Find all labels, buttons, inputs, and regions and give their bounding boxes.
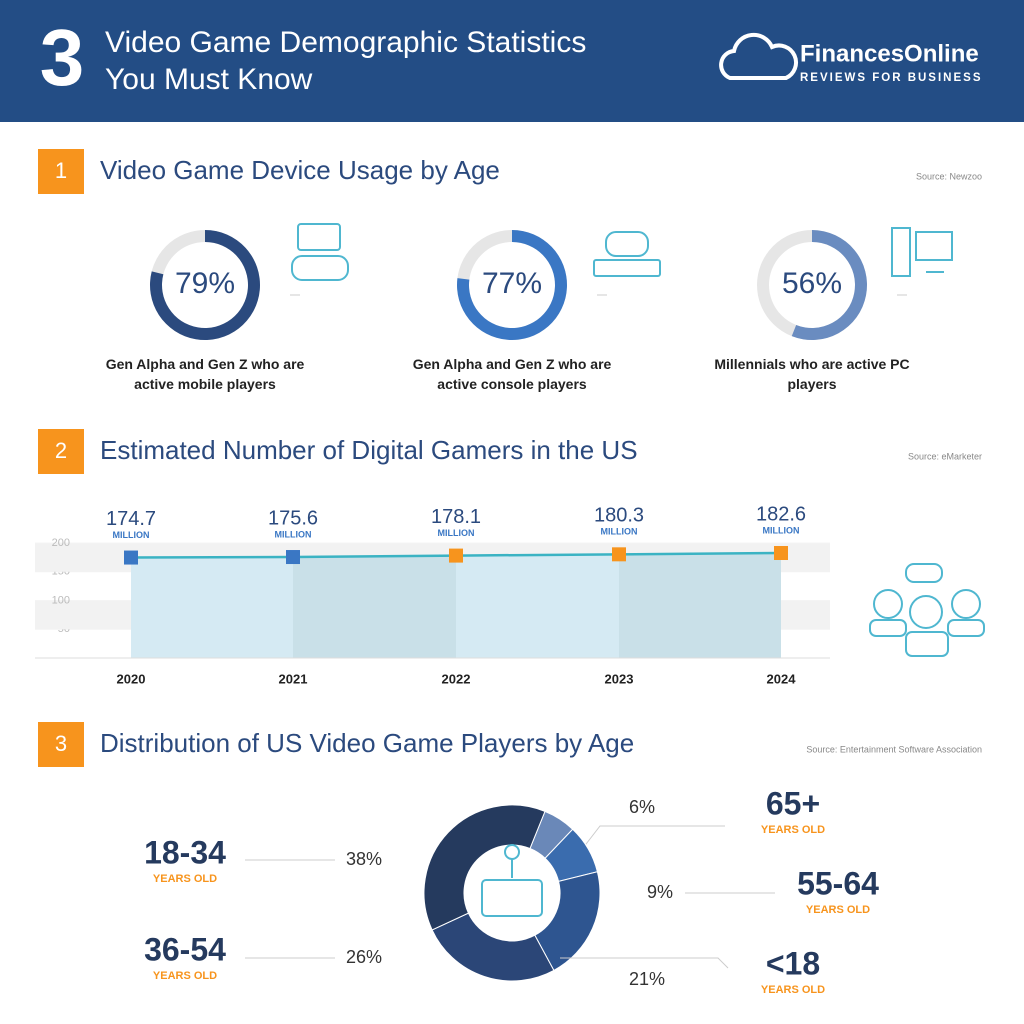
value-label: 178.1: [431, 506, 481, 528]
point: [286, 550, 300, 565]
area: [131, 557, 293, 658]
unit-label: MILLION: [113, 530, 150, 540]
brand: FinancesOnline: [800, 40, 979, 67]
age-unit: YEARS OLD: [761, 824, 825, 836]
point: [449, 548, 463, 563]
slice-percent: 26%: [346, 947, 382, 967]
ring-caption: Gen Alpha and Gen Z who are active mobil…: [105, 356, 305, 392]
x-tick-label: 2020: [117, 671, 146, 686]
age-group: <18: [766, 945, 820, 981]
unit-label: MILLION: [275, 529, 312, 539]
section-number: 2: [55, 438, 67, 463]
y-tick-label: 100: [52, 594, 70, 606]
section-number: 3: [55, 731, 67, 756]
slice-percent: 9%: [647, 882, 673, 902]
x-tick-label: 2024: [767, 671, 797, 686]
tagline: REVIEWS FOR BUSINESS: [800, 72, 983, 84]
header-title: Video Game Demographic Statistics: [105, 26, 586, 59]
section-title: Video Game Device Usage by Age: [100, 155, 500, 185]
age-group: 18-34: [144, 834, 226, 870]
ring-caption: Gen Alpha and Gen Z who are active conso…: [412, 356, 612, 392]
source: Source: eMarketer: [908, 451, 982, 461]
header-band: [0, 0, 1024, 122]
age-unit: YEARS OLD: [761, 984, 825, 996]
section-title: Distribution of US Video Game Players by…: [100, 728, 634, 758]
logo-icon: [719, 32, 798, 80]
age-group: 36-54: [144, 931, 226, 967]
unit-label: MILLION: [763, 525, 800, 535]
ring-arc: [791, 230, 867, 340]
icons: [291, 223, 985, 917]
slice-percent: 38%: [346, 849, 382, 869]
age-unit: YEARS OLD: [806, 904, 870, 916]
x-tick-label: 2021: [279, 671, 308, 686]
point: [774, 546, 788, 561]
section-badge: [38, 149, 84, 194]
section-badge: [38, 722, 84, 767]
value-label: 182.6: [756, 503, 806, 525]
ring-value: 77%: [482, 267, 542, 300]
x-tick-label: 2023: [605, 671, 634, 686]
header-title: You Must Know: [105, 63, 313, 96]
age-group: 55-64: [797, 865, 879, 901]
ring-caption: Millennials who are active PC players: [714, 356, 910, 392]
area: [293, 555, 456, 658]
point: [124, 550, 138, 565]
value-label: 180.3: [594, 505, 644, 527]
value-label: 175.6: [268, 507, 318, 529]
y-tick-label: 200: [52, 537, 70, 549]
point: [612, 547, 626, 562]
unit-label: MILLION: [438, 528, 475, 538]
section-title: Estimated Number of Digital Gamers in th…: [100, 435, 638, 465]
slice-percent: 6%: [629, 797, 655, 817]
source: Source: Newzoo: [916, 171, 982, 181]
unit-label: MILLION: [601, 527, 638, 537]
source: Source: Entertainment Software Associati…: [806, 744, 982, 754]
leader: [582, 825, 725, 849]
age-group: 65+: [766, 785, 820, 821]
age-unit: YEARS OLD: [153, 873, 217, 885]
section-number: 1: [55, 158, 67, 183]
ring-value: 79%: [175, 267, 235, 300]
value-label: 174.7: [106, 508, 156, 530]
ring-value: 56%: [782, 267, 842, 300]
x-tick-label: 2022: [442, 671, 471, 686]
area: [619, 553, 781, 658]
age-unit: YEARS OLD: [153, 970, 217, 982]
area: [456, 554, 619, 658]
section-badge: [38, 429, 84, 474]
slice-percent: 21%: [629, 969, 665, 989]
header-number: 3: [40, 13, 85, 102]
leader: [560, 957, 729, 969]
